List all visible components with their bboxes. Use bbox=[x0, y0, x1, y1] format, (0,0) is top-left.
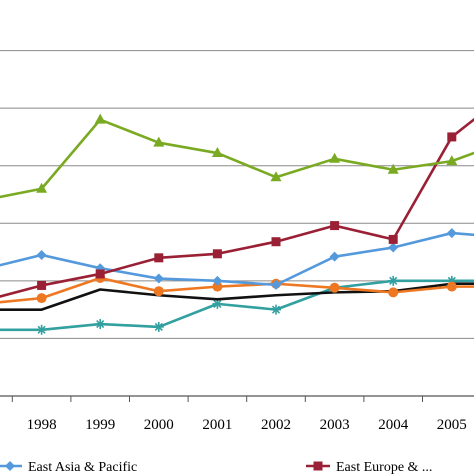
series-lines bbox=[0, 113, 474, 335]
legend: East Asia & Pacific East Europe & ... bbox=[0, 460, 432, 474]
series-0 bbox=[0, 113, 474, 199]
x-tick-label: 2000 bbox=[144, 417, 174, 433]
gridlines bbox=[0, 50, 474, 339]
data-point bbox=[447, 132, 457, 142]
series-1 bbox=[0, 117, 474, 298]
legend-item: East Europe & ... bbox=[306, 460, 432, 474]
data-point bbox=[446, 228, 457, 239]
data-point bbox=[388, 287, 399, 298]
data-point bbox=[94, 113, 106, 124]
data-point bbox=[329, 282, 340, 293]
x-tick-label: 2005 bbox=[437, 417, 467, 433]
data-point bbox=[388, 242, 399, 253]
series-2 bbox=[0, 228, 474, 290]
data-point bbox=[36, 182, 48, 193]
data-point bbox=[388, 234, 398, 244]
data-point bbox=[154, 253, 164, 263]
series-3 bbox=[0, 272, 474, 304]
series-line bbox=[0, 231, 474, 287]
data-point bbox=[36, 249, 47, 260]
data-point bbox=[153, 136, 165, 147]
series-line bbox=[0, 282, 474, 311]
data-point bbox=[212, 249, 222, 259]
data-point bbox=[95, 319, 106, 330]
data-point bbox=[212, 281, 223, 292]
x-axis bbox=[0, 395, 474, 402]
series-4 bbox=[0, 282, 474, 311]
data-point bbox=[212, 275, 223, 286]
data-point bbox=[36, 293, 47, 304]
data-point bbox=[36, 324, 47, 335]
data-point bbox=[271, 279, 281, 290]
x-tick-label: 2001 bbox=[202, 417, 232, 433]
x-tick-label: 1998 bbox=[27, 417, 57, 433]
data-point bbox=[153, 273, 164, 284]
data-point bbox=[330, 221, 340, 231]
data-point bbox=[446, 281, 457, 292]
data-point bbox=[95, 269, 105, 279]
series-line bbox=[0, 279, 474, 332]
data-point bbox=[313, 461, 323, 471]
legend-item: East Asia & Pacific bbox=[0, 460, 137, 474]
series-line bbox=[0, 118, 474, 199]
data-point bbox=[446, 155, 458, 166]
legend-label: East Europe & ... bbox=[336, 460, 432, 474]
data-point bbox=[37, 280, 47, 290]
data-point bbox=[153, 321, 164, 332]
data-point bbox=[387, 163, 399, 174]
data-point bbox=[211, 147, 223, 158]
x-tick-label: 2002 bbox=[261, 417, 291, 433]
x-tick-label: 2004 bbox=[378, 417, 409, 433]
data-point bbox=[153, 286, 164, 297]
data-point bbox=[271, 237, 281, 247]
data-point bbox=[271, 304, 281, 315]
data-point bbox=[212, 298, 223, 309]
legend-label: East Asia & Pacific bbox=[28, 460, 137, 474]
series-line bbox=[0, 276, 474, 304]
data-point bbox=[270, 171, 282, 182]
x-tick-label: 1999 bbox=[85, 417, 115, 433]
data-point bbox=[329, 152, 341, 163]
data-point bbox=[5, 461, 15, 471]
x-tick-labels: 719981999200020012002200320042005 bbox=[27, 417, 467, 433]
series-line bbox=[0, 117, 474, 298]
x-tick-label: 2003 bbox=[320, 417, 350, 433]
data-point bbox=[388, 275, 399, 286]
data-point bbox=[329, 251, 340, 262]
